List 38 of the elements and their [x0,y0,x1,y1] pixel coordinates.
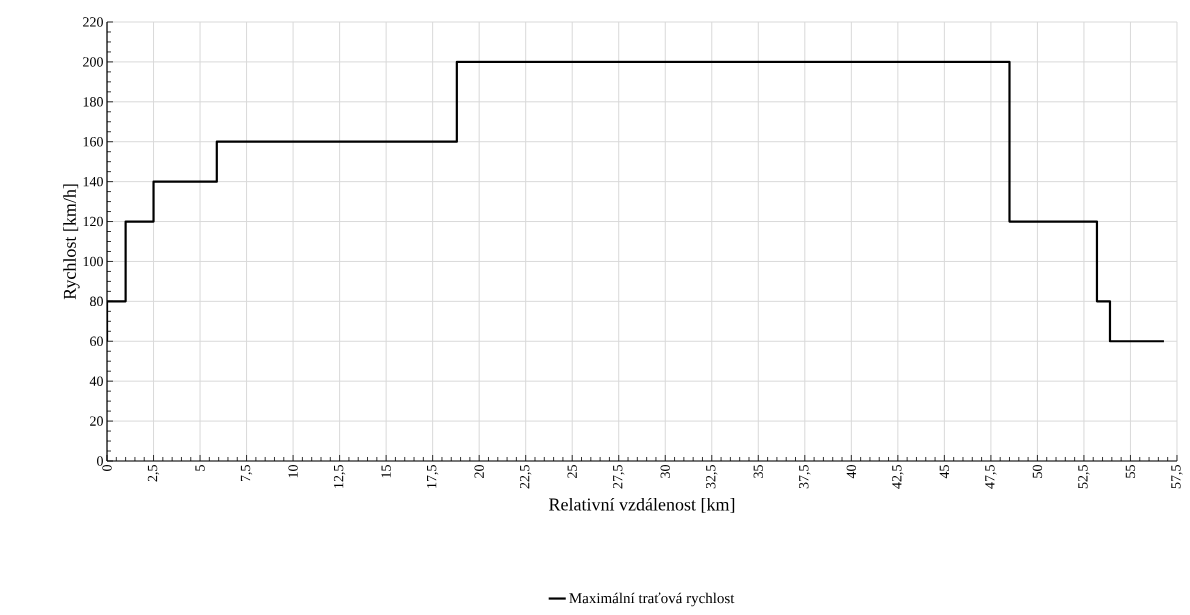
x-tick-label: 25 [567,465,577,478]
x-tick-label: 20 [474,465,484,478]
x-tick-label: 52,5 [1078,465,1090,489]
y-tick-label: 40 [89,376,103,386]
y-tick-label: 220 [83,17,103,27]
x-tick-label: 10 [288,465,298,478]
x-tick-label: 30 [660,465,670,478]
y-tick-label: 160 [83,136,103,147]
x-tick-label: 17,5 [426,465,439,488]
y-tick-label: 100 [83,256,103,267]
x-tick-label: 0 [102,465,112,471]
x-tick-label: 35 [753,465,763,478]
x-tick-label: 5 [195,465,205,471]
x-tick-label: 12,5 [333,465,346,488]
x-tick-label: 7,5 [240,465,253,482]
x-tick-label: 45 [939,465,950,479]
x-tick-label: 2,5 [147,465,160,482]
x-tick-label: 37,5 [799,465,811,489]
x-tick-label: 22,5 [519,465,532,489]
y-tick-label: 140 [83,176,103,187]
y-tick-label: 60 [90,336,103,346]
x-tick-label: 50 [1032,465,1043,478]
y-axis-title: Rychlost [km/h] [63,184,80,300]
y-tick-label: 20 [90,416,103,426]
x-tick-label: 15 [381,465,391,478]
y-tick-label: 200 [83,57,103,67]
x-axis-title: Relativní vzdálenost [km] [549,497,735,513]
x-tick-label: 27,5 [613,465,625,489]
x-tick-label: 40 [846,465,857,479]
y-tick-label: 80 [90,296,103,307]
x-tick-label: 55 [1125,465,1136,478]
y-tick-label: 120 [83,216,103,227]
x-tick-label: 42,5 [892,465,904,489]
x-tick-label: 47,5 [985,465,997,489]
x-tick-label: 32,5 [706,465,718,489]
y-tick-label: 180 [83,97,103,107]
x-tick-label: 57,5 [1171,465,1183,489]
legend-label: Maximální traťová rychlost [569,592,735,607]
